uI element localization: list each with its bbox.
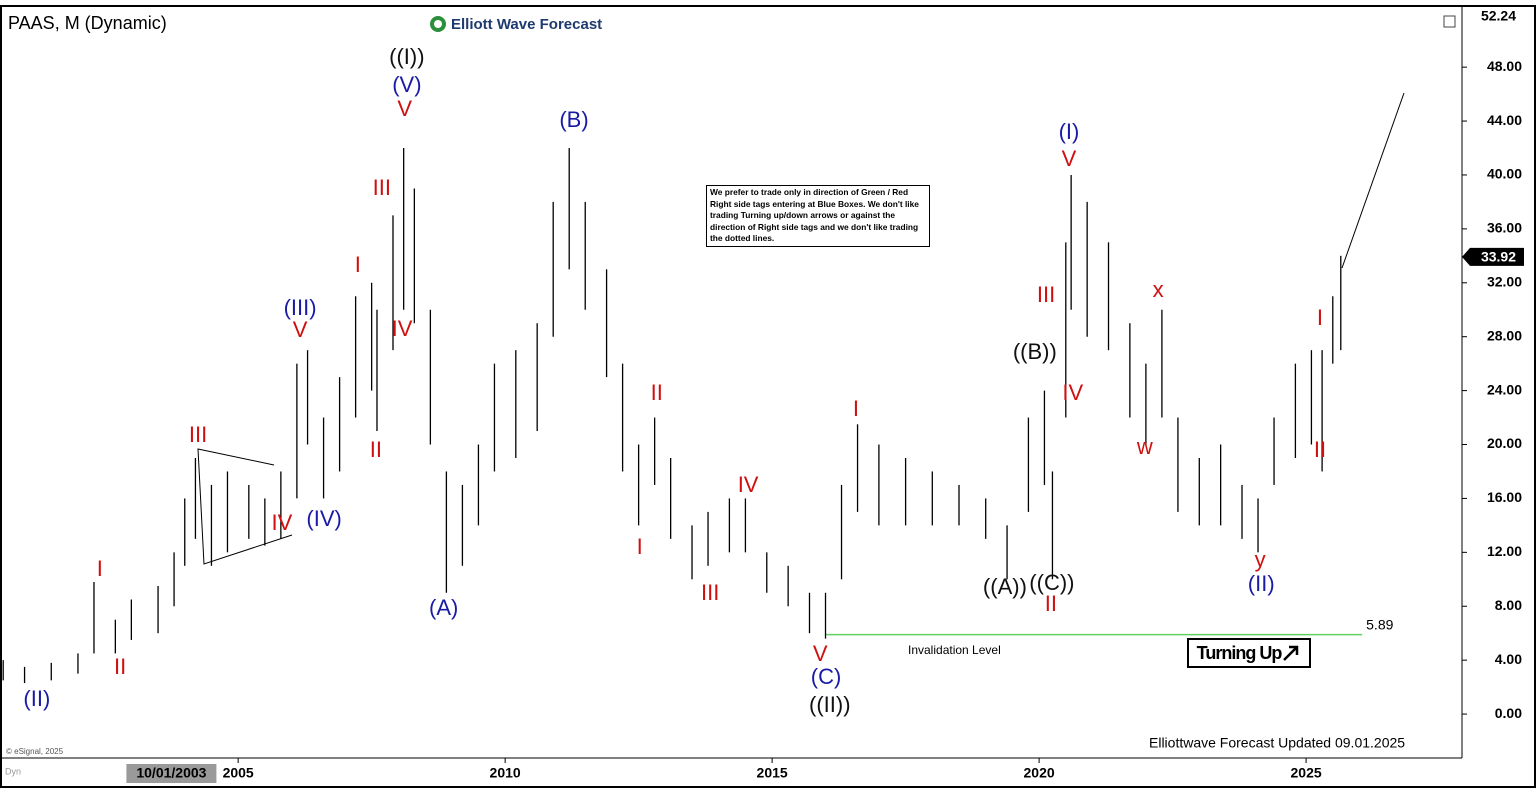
brand-logo-inner: [434, 20, 442, 28]
wave-label: I: [97, 556, 103, 581]
wave-label: IV: [738, 472, 759, 497]
wave-label: III: [1037, 282, 1055, 307]
x-tick-label: 2010: [490, 765, 521, 781]
chart-title: PAAS, M (Dynamic): [8, 13, 167, 33]
y-tick-label: 28.00: [1487, 327, 1522, 343]
wave-label: I: [853, 396, 859, 421]
y-tick-label: 16.00: [1487, 489, 1522, 505]
note: We prefer to trade only in direction of …: [706, 185, 930, 247]
invalidation-value: 5.89: [1366, 616, 1393, 632]
y-tick-label: 20.00: [1487, 435, 1522, 451]
signal-text: Turning Up: [1196, 642, 1283, 663]
wave-label: V: [1062, 146, 1077, 171]
wave-label: ((C)): [1029, 570, 1074, 595]
x-tick-label: 2020: [1024, 765, 1055, 781]
wave-label: (B): [559, 107, 588, 132]
wave-label: (II): [23, 686, 50, 711]
y-tick-label: 32.00: [1487, 273, 1522, 289]
wave-label: II: [370, 437, 382, 462]
wave-label: ((I)): [389, 44, 424, 69]
wave-label: I: [1317, 305, 1323, 330]
wave-label: II: [1314, 437, 1326, 462]
projection-line: [1341, 92, 1405, 269]
wave-label: w: [1136, 434, 1153, 459]
wave-label: IV: [392, 316, 413, 341]
icon: [1443, 15, 1456, 28]
y-tick-label: 44.00: [1487, 112, 1522, 128]
wave-label: I: [637, 534, 643, 559]
wave-label: III: [373, 175, 391, 200]
wave-label: III: [701, 580, 719, 605]
plot: 0.00 4.00 8.00 12.00 16.00 20.00 24.00 28.00 32.…: [2, 8, 1524, 783]
y-tick-label: 40.00: [1487, 166, 1522, 182]
wave-label: I: [355, 252, 361, 277]
y-tick-label: 24.00: [1487, 381, 1522, 397]
footer: Elliottwave Forecast Updated 09.01.2025: [1149, 735, 1405, 751]
wave-label: V: [397, 96, 412, 121]
corner-label: Dyn: [5, 766, 21, 776]
wave-label: III: [189, 422, 207, 447]
triangle-line: [197, 448, 293, 565]
wave-label: ((II)): [809, 692, 851, 717]
wave-label: IV: [1062, 380, 1083, 405]
y-tick-label: 48.00: [1487, 58, 1522, 74]
wave-label: (IV): [306, 506, 341, 531]
cursor-box: [126, 764, 217, 783]
wave-label: y: [1255, 547, 1266, 572]
y-tick-label: 8.00: [1495, 597, 1522, 613]
last-price-label: 33.92: [1481, 249, 1516, 265]
copyright: © eSignal, 2025: [6, 747, 64, 756]
wave-label: V: [293, 317, 308, 342]
wave-label: II: [651, 380, 663, 405]
signal-arrow: [1283, 645, 1299, 661]
wave-label: ((A)): [983, 574, 1027, 599]
wave-label: II: [1045, 591, 1057, 616]
wave-label: (II): [1248, 571, 1275, 596]
y-tick-label: 36.00: [1487, 220, 1522, 236]
wave-label: (V): [392, 72, 421, 97]
invalidation-label: Invalidation Level: [908, 643, 1001, 657]
wave-label: II: [114, 654, 126, 679]
signal: Turning Up: [1187, 638, 1311, 668]
wave-label: (III): [284, 295, 317, 320]
x-tick-label: 2005: [223, 765, 254, 781]
y-tick-label: 4.00: [1495, 651, 1522, 667]
wave-label: ((B)): [1013, 339, 1057, 364]
frame: [0, 5, 1536, 788]
wave-label: x: [1153, 277, 1164, 302]
y-tick-label: 0.00: [1495, 705, 1522, 721]
wave-label: IV: [272, 510, 293, 535]
top-marker-label: 52.24: [1481, 8, 1516, 24]
wave-label: (C): [811, 664, 842, 689]
last-price-box: [1462, 247, 1524, 266]
x-tick-label: 2015: [757, 765, 788, 781]
wave-label: (I): [1059, 119, 1080, 144]
wave-label: (A): [429, 595, 458, 620]
y-tick-label: 12.00: [1487, 543, 1522, 559]
cursor-label: 10/01/2003: [136, 765, 206, 781]
wave-label: V: [813, 641, 828, 666]
x-tick-label: 2025: [1291, 765, 1322, 781]
brand: Elliott Wave Forecast: [451, 16, 602, 33]
